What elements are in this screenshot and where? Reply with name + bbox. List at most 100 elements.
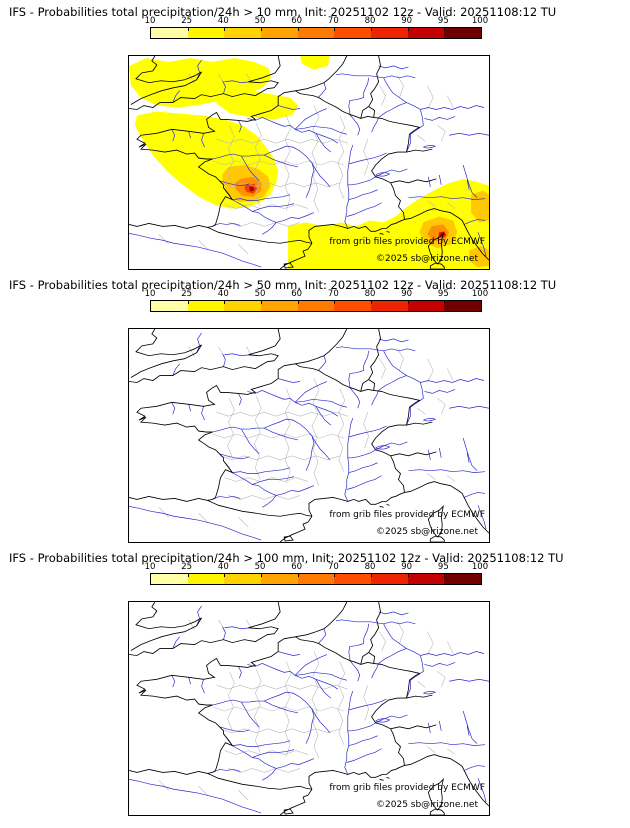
- colorbar-tick-label: 50: [254, 289, 266, 299]
- colorbar-segment: [224, 28, 262, 38]
- colorbar-tick-label: 95: [437, 289, 449, 299]
- colorbar-segment: [371, 28, 408, 38]
- colorbar-segment: [334, 301, 372, 311]
- colorbar-segment: [151, 574, 188, 584]
- map-france: from grib files provided by ECMWF ©2025 …: [128, 601, 490, 816]
- colorbar-tick-label: 40: [217, 16, 229, 26]
- colorbar-tickmark: [187, 574, 189, 577]
- colorbar: [150, 300, 482, 312]
- colorbar-tickmark: [224, 301, 226, 304]
- colorbar-tick-label: 90: [401, 16, 413, 26]
- ecmwf-credit: from grib files provided by ECMWF: [329, 237, 485, 247]
- rivers-layer: [129, 59, 489, 268]
- colorbar-segment: [407, 28, 445, 38]
- colorbar-segment: [371, 301, 408, 311]
- colorbar-segment: [224, 301, 262, 311]
- admin-boundaries-layer: [158, 346, 456, 528]
- colorbar-segment: [151, 301, 188, 311]
- colorbar-tickmark: [297, 28, 299, 31]
- colorbar-segment: [224, 574, 262, 584]
- colorbar-tick-label: 10: [144, 16, 156, 26]
- colorbar-tickmark: [407, 574, 409, 577]
- ecmwf-credit: from grib files provided by ECMWF: [329, 510, 485, 520]
- colorbar-tick-label: 50: [254, 16, 266, 26]
- colorbar-segment: [151, 28, 188, 38]
- france-map-svg: [129, 329, 489, 542]
- coastline-borders-layer: [129, 602, 489, 815]
- colorbar-tickmark: [334, 28, 336, 31]
- copyright-credit: ©2025 sb@irizone.net: [376, 800, 478, 810]
- precipitation-probability-layer: [129, 56, 489, 269]
- rivers-layer: [129, 332, 489, 541]
- panel-precip-gt-10mm: IFS - Probabilities total precipitation/…: [0, 0, 630, 273]
- colorbar-tick-label: 80: [364, 16, 376, 26]
- colorbar-tick-label: 40: [217, 562, 229, 572]
- colorbar-tick-label: 60: [291, 289, 303, 299]
- france-map-svg: [129, 602, 489, 815]
- colorbar-tick-label: 100: [471, 562, 489, 572]
- colorbar-segment: [334, 574, 372, 584]
- colorbar-tick-label: 95: [437, 562, 449, 572]
- colorbar-tickmark: [224, 28, 226, 31]
- colorbar-segment: [187, 574, 225, 584]
- colorbar-tick-label: 100: [471, 289, 489, 299]
- colorbar-segment: [407, 301, 445, 311]
- colorbar-segment: [297, 28, 335, 38]
- colorbar-tickmark: [224, 574, 226, 577]
- panel-title: IFS - Probabilities total precipitation/…: [9, 5, 557, 19]
- colorbar-tickmark: [407, 301, 409, 304]
- france-map-svg: [129, 56, 489, 269]
- ecmwf-credit: from grib files provided by ECMWF: [329, 783, 485, 793]
- colorbar-segment: [444, 301, 482, 311]
- colorbar-tick-label: 80: [364, 562, 376, 572]
- map-canvas: [129, 329, 489, 542]
- panel-title: IFS - Probabilities total precipitation/…: [9, 278, 557, 292]
- colorbar-tick-label: 50: [254, 562, 266, 572]
- colorbar-segment: [371, 574, 408, 584]
- colorbar-tick-label: 100: [471, 16, 489, 26]
- colorbar-tick-label: 40: [217, 289, 229, 299]
- panel-title: IFS - Probabilities total precipitation/…: [9, 551, 564, 565]
- colorbar-tick-label: 10: [144, 562, 156, 572]
- colorbar-tickmark: [297, 301, 299, 304]
- colorbar-tick-label: 80: [364, 289, 376, 299]
- coastline-borders-layer: [129, 329, 489, 542]
- admin-boundaries-layer: [158, 73, 456, 255]
- colorbar-tickmark: [334, 574, 336, 577]
- colorbar-labels: 10 25 40 50 60 70 80 90 95 100: [145, 289, 489, 299]
- map-canvas: [129, 56, 489, 269]
- coastline-borders-layer: [129, 56, 489, 269]
- colorbar: [150, 27, 482, 39]
- colorbar-tickmark: [444, 28, 446, 31]
- colorbar-segment: [261, 301, 298, 311]
- admin-boundaries-layer: [158, 619, 456, 801]
- colorbar-segment: [261, 28, 298, 38]
- colorbar-tickmark: [371, 301, 372, 304]
- panel-precip-gt-50mm: IFS - Probabilities total precipitation/…: [0, 273, 630, 546]
- colorbar-segment: [334, 28, 372, 38]
- colorbar-segment: [187, 28, 225, 38]
- colorbar: [150, 573, 482, 585]
- colorbar-tickmark: [261, 28, 262, 31]
- colorbar-tickmark: [407, 28, 409, 31]
- colorbar-tickmark: [371, 574, 372, 577]
- map-canvas: [129, 602, 489, 815]
- colorbar-tick-label: 10: [144, 289, 156, 299]
- colorbar-segment: [407, 574, 445, 584]
- map-france: from grib files provided by ECMWF ©2025 …: [128, 328, 490, 543]
- rivers-layer: [129, 605, 489, 814]
- colorbar-tickmark: [187, 28, 189, 31]
- colorbar-tick-label: 95: [437, 16, 449, 26]
- colorbar-tick-label: 25: [181, 562, 193, 572]
- colorbar-tick-label: 90: [401, 562, 413, 572]
- colorbar-segment: [444, 574, 482, 584]
- colorbar-tickmark: [371, 28, 372, 31]
- panel-precip-gt-100mm: IFS - Probabilities total precipitation/…: [0, 546, 630, 819]
- colorbar-tick-label: 25: [181, 289, 193, 299]
- copyright-credit: ©2025 sb@irizone.net: [376, 254, 478, 264]
- colorbar-tickmark: [444, 574, 446, 577]
- colorbar-tick-label: 25: [181, 16, 193, 26]
- colorbar-segment: [297, 301, 335, 311]
- colorbar-tickmark: [261, 574, 262, 577]
